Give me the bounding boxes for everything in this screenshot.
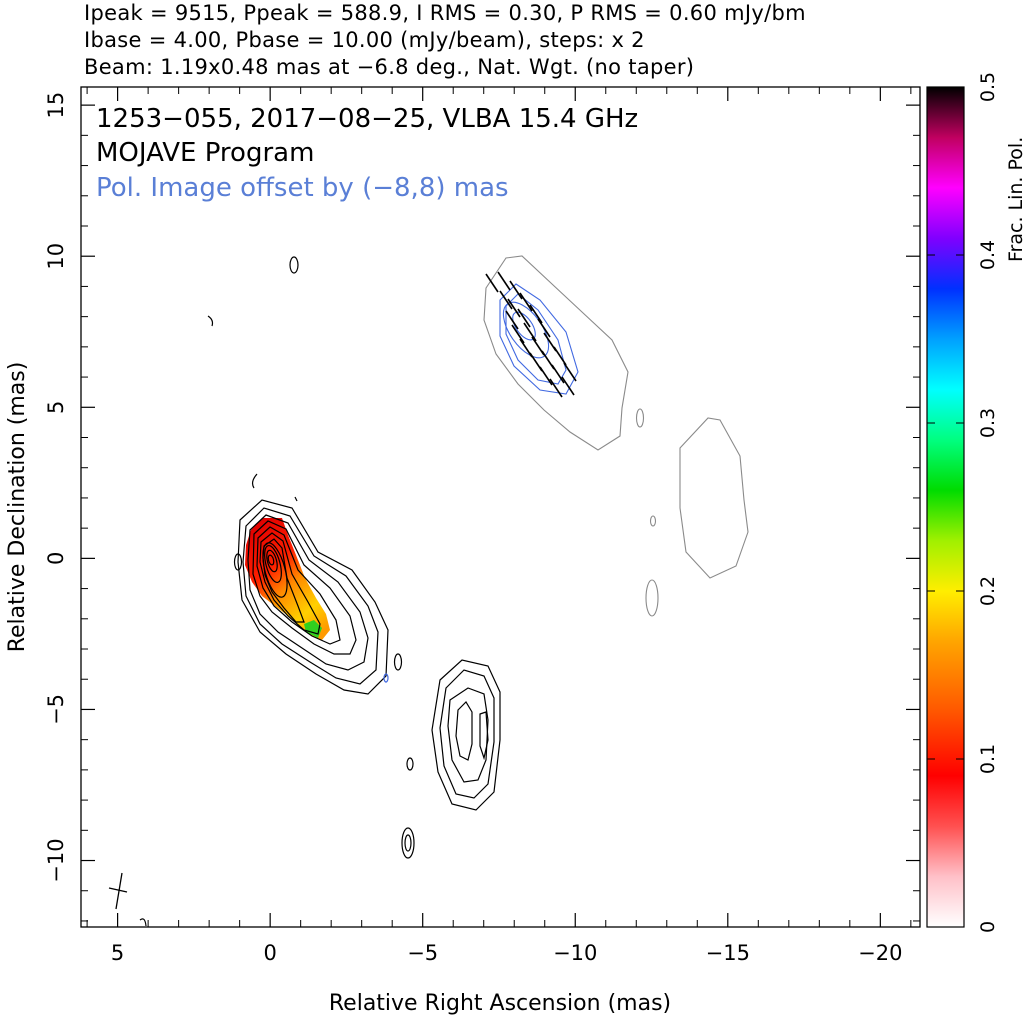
core-contour-2 <box>242 507 379 685</box>
evpa-vector <box>507 298 521 318</box>
beam-minor-axis <box>108 887 128 893</box>
knot-contour-5 <box>479 711 489 761</box>
stokes-i-jet-knot-contours <box>431 659 501 811</box>
knot-contour-2 <box>439 669 495 799</box>
offset-note: Pol. Image offset by (−8,8) mas <box>96 173 509 203</box>
offset-gray-knot <box>679 417 749 579</box>
plot-frame <box>80 86 921 928</box>
isolated-contour-10 <box>139 918 147 927</box>
evpa-vector <box>497 271 511 291</box>
stokes-i-isolated-contours <box>139 256 415 927</box>
header-line-1: Ipeak = 9515, Ppeak = 588.9, I RMS = 0.3… <box>84 1 806 25</box>
isolated-contour-1 <box>289 256 299 274</box>
program-label: MOJAVE Program <box>96 138 314 168</box>
colorbar-tick-label: 0.3 <box>977 408 999 438</box>
x-axis-label: Relative Right Ascension (mas) <box>329 991 671 1016</box>
core-contour-8 <box>262 542 288 598</box>
y-tick-label: 0 <box>44 552 68 565</box>
offset-gray-island-2 <box>649 515 657 527</box>
isolated-contour-11 <box>383 673 389 683</box>
core-contour-1 <box>237 499 389 695</box>
x-tick-label: 0 <box>263 941 276 965</box>
y-tick-label: 10 <box>44 243 68 270</box>
map-content <box>108 255 749 927</box>
x-tick-label: 5 <box>111 941 124 965</box>
isolated-contour-2 <box>207 315 214 327</box>
knot-contour-1 <box>431 659 501 811</box>
isolated-contour-4 <box>233 553 243 571</box>
beam-marker <box>108 872 128 910</box>
y-tick-label: −5 <box>44 694 68 725</box>
evpa-vector <box>517 308 531 328</box>
y-axis-ticks: −10 −5 0 5 10 15 <box>44 92 920 922</box>
x-tick-label: −20 <box>858 941 902 965</box>
x-tick-label: −10 <box>553 941 597 965</box>
offset-gray-island-3 <box>645 579 659 617</box>
x-tick-label: −15 <box>706 941 750 965</box>
isolated-contour-7 <box>401 827 415 859</box>
evpa-vector <box>537 318 551 338</box>
evpa-vector <box>523 322 537 342</box>
evpa-vector <box>499 290 513 310</box>
offset-gray-island-1 <box>635 408 645 428</box>
core-contour-11 <box>267 554 275 566</box>
colorbar-ticks: 0 0.1 0.2 0.3 0.4 0.5 <box>927 72 999 933</box>
evpa-vector <box>511 324 525 344</box>
source-title: 1253−055, 2017−08−25, VLBA 15.4 GHz <box>96 104 638 134</box>
evpa-vector <box>551 364 565 384</box>
isolated-contour-6 <box>406 757 414 771</box>
core-contour-4 <box>252 520 357 655</box>
colorbar-tick-label: 0.2 <box>977 576 999 606</box>
isolated-contour-3 <box>251 473 258 489</box>
y-tick-label: 15 <box>44 92 68 119</box>
isolated-contour-8 <box>404 834 412 852</box>
evpa-vector <box>539 366 553 386</box>
offset-outer-contour <box>483 255 629 451</box>
core-contour-6 <box>259 532 321 635</box>
y-axis-label: Relative Declination (mas) <box>5 362 30 653</box>
x-axis-ticks: 5 0 −5 −10 −15 −20 <box>86 87 912 965</box>
evpa-vector <box>505 310 519 330</box>
stokes-i-core-contours <box>237 499 389 695</box>
x-tick-label: −5 <box>407 941 438 965</box>
y-tick-label: −10 <box>44 838 68 882</box>
core-contour-3 <box>247 514 369 671</box>
core-contour-9 <box>264 544 282 584</box>
offset-pol-contour-1 <box>499 283 579 395</box>
colorbar-tick-label: 0 <box>977 921 999 933</box>
knot-contour-4 <box>455 701 473 761</box>
header-line-2: Ibase = 4.00, Pbase = 10.00 (mJy/beam), … <box>84 28 645 52</box>
y-tick-label: 5 <box>44 401 68 414</box>
evpa-vector <box>549 378 563 398</box>
header-line-3: Beam: 1.19x0.48 mas at −6.8 deg., Nat. W… <box>84 55 695 79</box>
colorbar-tick-label: 0.4 <box>977 240 999 270</box>
evpa-vectors <box>485 271 577 398</box>
colorbar-tick-label: 0.1 <box>977 744 999 774</box>
evpa-vector <box>509 280 523 300</box>
evpa-vector <box>519 292 533 312</box>
evpa-vector <box>529 304 543 324</box>
colorbar-tick-label: 0.5 <box>977 72 999 102</box>
isolated-contour-9 <box>294 496 298 502</box>
evpa-vector <box>563 362 577 382</box>
core-contour-10 <box>266 549 278 573</box>
knot-contour-3 <box>447 687 489 783</box>
colorbar <box>926 86 965 928</box>
beam-major-axis <box>115 872 123 910</box>
evpa-vector <box>561 376 575 396</box>
isolated-contour-5 <box>393 653 403 671</box>
colorbar-label: Frac. Lin. Pol. <box>1005 137 1027 262</box>
evpa-vector <box>485 273 499 293</box>
core-contour-5 <box>256 526 341 645</box>
evpa-vector <box>553 346 567 366</box>
